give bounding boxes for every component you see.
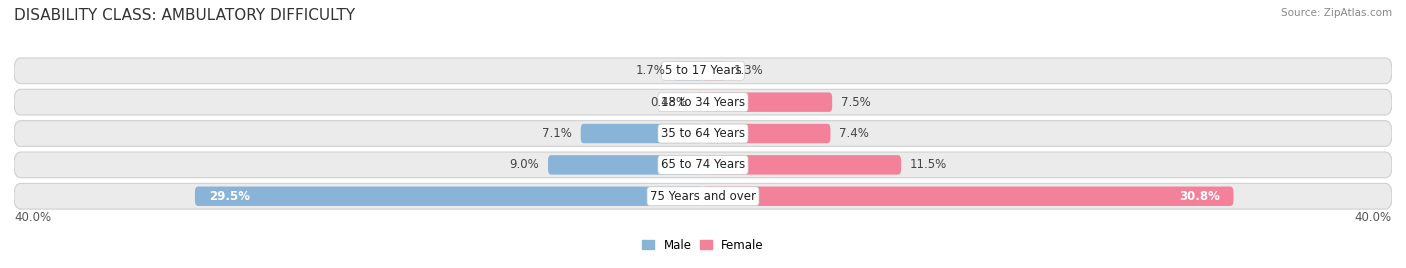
FancyBboxPatch shape — [14, 89, 1392, 115]
Text: DISABILITY CLASS: AMBULATORY DIFFICULTY: DISABILITY CLASS: AMBULATORY DIFFICULTY — [14, 8, 356, 23]
Text: 18 to 34 Years: 18 to 34 Years — [661, 96, 745, 109]
Text: 29.5%: 29.5% — [208, 190, 250, 203]
Text: 7.4%: 7.4% — [839, 127, 869, 140]
Text: 9.0%: 9.0% — [509, 158, 540, 172]
FancyBboxPatch shape — [703, 61, 725, 81]
FancyBboxPatch shape — [703, 124, 831, 143]
Text: 11.5%: 11.5% — [910, 158, 946, 172]
Text: 35 to 64 Years: 35 to 64 Years — [661, 127, 745, 140]
FancyBboxPatch shape — [703, 92, 832, 112]
FancyBboxPatch shape — [696, 92, 703, 112]
FancyBboxPatch shape — [14, 152, 1392, 178]
FancyBboxPatch shape — [14, 183, 1392, 209]
Text: 0.43%: 0.43% — [650, 96, 688, 109]
FancyBboxPatch shape — [195, 187, 703, 206]
FancyBboxPatch shape — [14, 58, 1392, 84]
FancyBboxPatch shape — [581, 124, 703, 143]
Text: 1.3%: 1.3% — [734, 64, 763, 77]
Text: 5 to 17 Years: 5 to 17 Years — [665, 64, 741, 77]
Text: 75 Years and over: 75 Years and over — [650, 190, 756, 203]
Text: 1.7%: 1.7% — [636, 64, 665, 77]
FancyBboxPatch shape — [548, 155, 703, 175]
Text: 7.1%: 7.1% — [543, 127, 572, 140]
Text: 7.5%: 7.5% — [841, 96, 870, 109]
FancyBboxPatch shape — [703, 187, 1233, 206]
Text: 40.0%: 40.0% — [1355, 211, 1392, 224]
Text: 40.0%: 40.0% — [14, 211, 51, 224]
FancyBboxPatch shape — [673, 61, 703, 81]
Text: 65 to 74 Years: 65 to 74 Years — [661, 158, 745, 172]
Text: Source: ZipAtlas.com: Source: ZipAtlas.com — [1281, 8, 1392, 18]
FancyBboxPatch shape — [703, 155, 901, 175]
Legend: Male, Female: Male, Female — [643, 239, 763, 252]
FancyBboxPatch shape — [14, 121, 1392, 146]
Text: 30.8%: 30.8% — [1178, 190, 1219, 203]
